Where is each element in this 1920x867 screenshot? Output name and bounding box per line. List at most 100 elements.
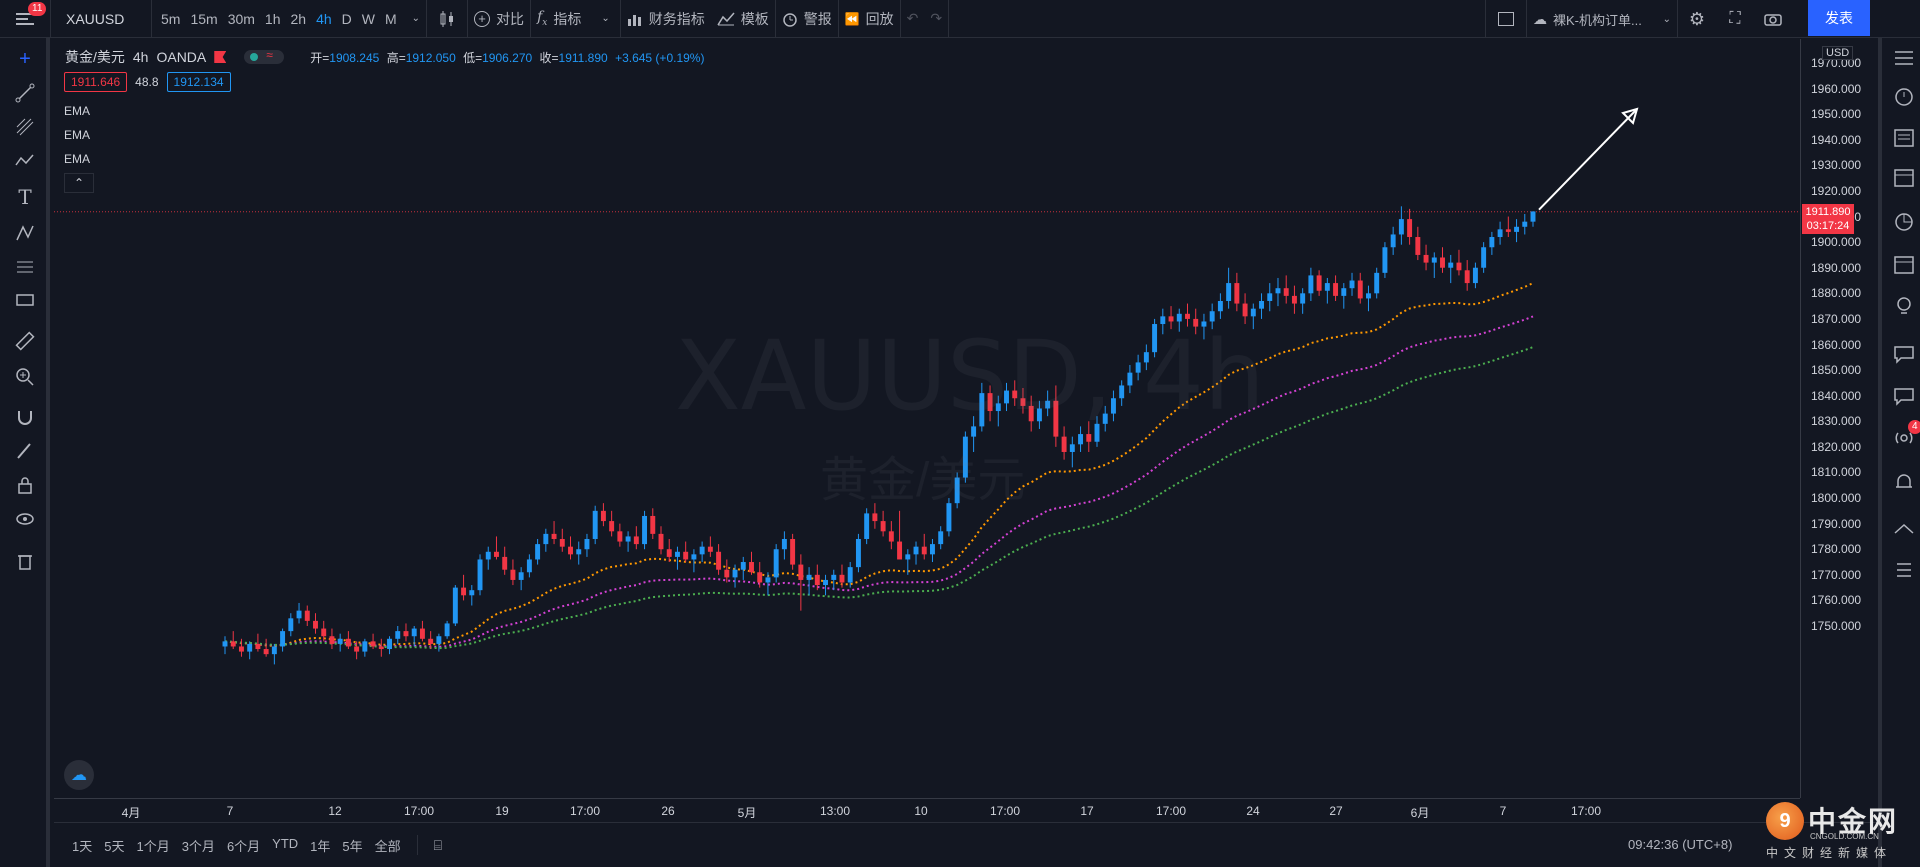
chart-pane[interactable] (54, 39, 1800, 798)
zoom-tool[interactable] (12, 364, 38, 390)
indicators-button[interactable]: fx 指标 ⌄ (531, 0, 620, 38)
data-window-button[interactable] (1890, 164, 1918, 192)
flag-icon[interactable] (214, 51, 227, 63)
range-button[interactable]: 1天 (72, 838, 93, 854)
candle-body (732, 569, 738, 578)
interval-4h[interactable]: 4h (316, 10, 332, 27)
order-panel-button[interactable] (1890, 556, 1918, 584)
stay-drawing-tool[interactable] (12, 438, 38, 464)
price-tick: 1780.000 (1811, 542, 1862, 557)
candle-body (683, 551, 689, 560)
legend-symbol-name[interactable]: 黄金/美元 (65, 49, 125, 65)
range-button[interactable]: 1年 (310, 838, 331, 854)
range-button[interactable]: 3个月 (181, 838, 215, 854)
streams-button[interactable] (1890, 426, 1918, 454)
candle-body (1382, 247, 1388, 273)
fib-tool[interactable] (12, 114, 38, 140)
crosshair-tool[interactable]: + (12, 46, 38, 72)
watchlist-button[interactable] (1890, 44, 1918, 72)
chart-type-button[interactable] (427, 0, 467, 38)
price-axis[interactable]: 1970.000 1960.000 1950.000 1940.000 1930.000… (1800, 39, 1878, 798)
layout-name-button[interactable]: ☁ 裸K-机构订单... ⌄ (1527, 0, 1677, 38)
arrow-head (1621, 107, 1639, 125)
menu-button[interactable]: 11 (0, 0, 50, 38)
undo-button[interactable]: ↶ (906, 10, 919, 26)
ideas-button[interactable] (1890, 292, 1918, 320)
layout-toggle-button[interactable] (1486, 0, 1526, 38)
price-tick: 1770.000 (1811, 567, 1862, 582)
news-button[interactable] (1890, 124, 1918, 152)
interval-30m[interactable]: 30m (227, 10, 255, 27)
publish-button[interactable]: 发表 (1808, 0, 1870, 36)
legend-broker: OANDA (156, 49, 207, 65)
chevrons-icon (1894, 523, 1914, 534)
data-provider-button[interactable]: ☁ (64, 760, 94, 790)
financials-button[interactable]: 财务指标 (621, 0, 711, 38)
close-value: 1911.890 (558, 50, 608, 65)
icons-tool[interactable] (12, 288, 38, 314)
price-tick: 1870.000 (1811, 311, 1862, 326)
interval-15m[interactable]: 15m (190, 10, 218, 27)
price-tick: 1950.000 (1811, 107, 1862, 122)
candle-body (749, 562, 754, 573)
range-button[interactable]: 1个月 (136, 838, 170, 854)
candle-body (938, 531, 944, 545)
hide-drawings-tool[interactable] (12, 506, 38, 532)
lock-tool[interactable] (12, 472, 38, 498)
timezone-clock[interactable]: 09:42:36 (UTC+8) (1628, 837, 1733, 852)
settings-button[interactable]: ⚙ (1678, 0, 1716, 38)
interval-D[interactable]: D (341, 10, 352, 27)
ema-legend-1[interactable]: EMA (64, 104, 91, 118)
candles-icon (440, 10, 454, 27)
magnet-tool[interactable] (12, 404, 38, 430)
templates-button[interactable]: 模板 (711, 0, 775, 38)
sell-price-button[interactable]: 1911.646 (64, 72, 128, 92)
candle-body (1143, 352, 1149, 363)
snapshot-button[interactable] (1754, 0, 1792, 38)
remove-drawings-tool[interactable] (12, 548, 38, 574)
candle-body (526, 559, 532, 573)
range-button[interactable]: 全部 (374, 838, 401, 854)
alerts-button[interactable] (1890, 82, 1918, 110)
measure-tool[interactable] (12, 254, 38, 280)
interval-M[interactable]: M (385, 10, 397, 27)
range-button[interactable]: 5天 (104, 838, 125, 854)
ema-legend-3[interactable]: EMA (64, 152, 91, 166)
buy-price-button[interactable]: 1912.134 (166, 72, 231, 92)
range-button[interactable]: 6个月 (226, 838, 261, 854)
symbol-search-button[interactable]: XAUUSD (66, 10, 125, 27)
trendline-tool[interactable] (12, 80, 38, 106)
interval-5m[interactable]: 5m (161, 10, 181, 27)
interval-2h[interactable]: 2h (290, 10, 307, 27)
candle-body (609, 521, 615, 532)
range-button[interactable]: 5年 (342, 838, 363, 854)
compare-button[interactable]: + 对比 (468, 0, 530, 38)
dom-button[interactable] (1890, 516, 1918, 544)
fullscreen-button[interactable]: ⛶ (1716, 0, 1754, 38)
goto-date-button[interactable]: ⌸ (428, 837, 448, 854)
data-window-icon (1894, 169, 1914, 187)
calendar-button[interactable] (1890, 250, 1918, 278)
alert-button[interactable]: 警报 (776, 0, 838, 38)
projection-tool[interactable] (12, 220, 38, 246)
ruler-tool[interactable] (12, 328, 38, 354)
pattern-icon (15, 154, 34, 166)
pattern-tool[interactable] (12, 148, 38, 174)
currency-label[interactable]: USD (1822, 46, 1854, 60)
bell-button[interactable] (1890, 468, 1918, 496)
replay-button[interactable]: ⏪ 回放 (839, 0, 900, 38)
interval-1h[interactable]: 1h (264, 10, 281, 27)
interval-W[interactable]: W (361, 10, 375, 27)
redo-button[interactable]: ↷ (930, 10, 943, 26)
text-tool[interactable]: T (12, 184, 38, 210)
hotlist-button[interactable] (1890, 208, 1918, 236)
time-axis[interactable]: 4月 7 12 17:00 19 17:00 26 5月 13:00 10 17:00 17 17:00… (54, 798, 1800, 822)
ema-legend-2[interactable]: EMA (64, 128, 91, 142)
collapse-legend-button[interactable]: ⌃ (64, 173, 94, 193)
interval-dropdown-icon[interactable]: ⌄ (411, 13, 421, 24)
logo-mark-icon: 9 (1766, 802, 1804, 840)
magnet-icon (18, 411, 32, 425)
range-button[interactable]: YTD (272, 835, 299, 851)
chats-button[interactable] (1890, 340, 1918, 368)
notifications-chat-button[interactable] (1890, 382, 1918, 410)
